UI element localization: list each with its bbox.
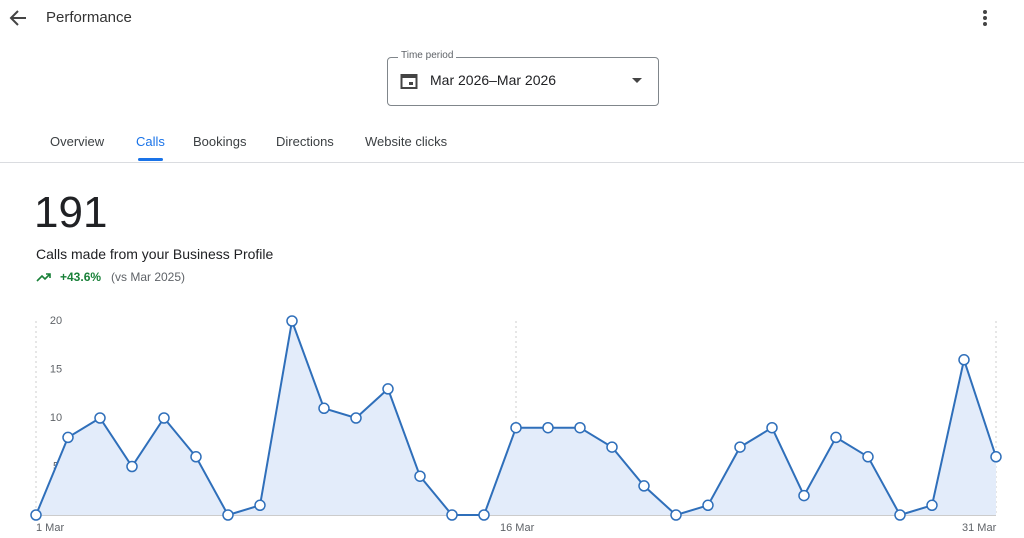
point — [606, 441, 618, 453]
point — [318, 402, 330, 415]
point — [702, 499, 714, 512]
dropdown-arrow — [632, 78, 642, 83]
point — [798, 489, 810, 502]
point — [766, 421, 778, 434]
point — [222, 509, 234, 521]
point — [350, 412, 362, 424]
point — [894, 509, 906, 521]
point — [446, 509, 458, 521]
point — [254, 499, 266, 512]
period-value: Mar 2026–Mar 2026 — [430, 72, 557, 88]
total-value: 191 — [34, 188, 108, 237]
point — [574, 421, 586, 434]
description: Calls made from your Business Profile — [36, 246, 274, 262]
point — [62, 431, 74, 444]
point — [414, 470, 426, 482]
tab[interactable]: Calls — [136, 134, 165, 149]
trend-icon — [36, 273, 51, 282]
x-tick-label: 31 Mar — [962, 522, 997, 534]
comparison: (vs Mar 2025) — [111, 270, 186, 284]
more-menu[interactable] — [979, 8, 991, 28]
page-title: Performance — [46, 9, 132, 26]
tab[interactable]: Overview — [50, 134, 105, 149]
change: +43.6% — [60, 270, 102, 284]
point — [734, 441, 746, 453]
point — [286, 315, 298, 327]
calendar-icon — [400, 74, 418, 89]
tab[interactable]: Directions — [276, 134, 334, 149]
point — [190, 451, 202, 463]
point — [30, 509, 42, 521]
point — [158, 412, 170, 424]
point — [542, 421, 554, 434]
point — [990, 451, 1002, 463]
x-tick-label: 1 Mar — [36, 522, 64, 534]
y-tick-label: 20 — [50, 315, 62, 327]
point — [510, 421, 522, 434]
time-period-select[interactable]: Time period Mar 2026–Mar 2026 — [387, 50, 659, 106]
area — [36, 321, 996, 515]
tab[interactable]: Website clicks — [365, 134, 448, 149]
point — [382, 383, 394, 395]
point — [926, 499, 938, 512]
tab-indicator — [138, 158, 163, 161]
y-tick-label: 15 — [50, 363, 62, 375]
point — [478, 509, 490, 521]
point — [638, 480, 650, 492]
point — [862, 451, 874, 463]
back-button[interactable] — [8, 8, 28, 28]
field-label: Time period — [398, 50, 457, 61]
point — [958, 354, 970, 366]
point — [830, 431, 842, 444]
point — [94, 412, 106, 424]
y-tick-label: 10 — [50, 412, 62, 424]
point — [126, 460, 138, 473]
point — [670, 509, 682, 521]
tab[interactable]: Bookings — [193, 134, 247, 149]
divider — [0, 162, 1024, 163]
x-tick-label: 16 Mar — [500, 522, 535, 534]
